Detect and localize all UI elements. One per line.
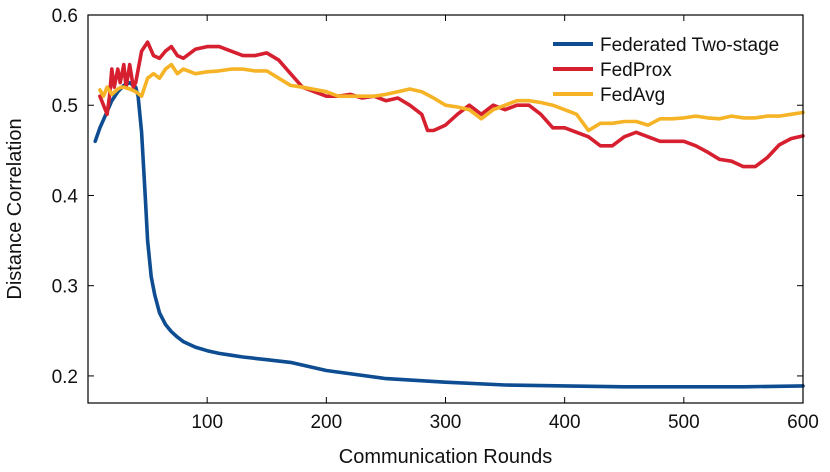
series-line-1 bbox=[98, 40, 805, 169]
series-line-2 bbox=[98, 62, 805, 133]
legend-label-2: FedAvg bbox=[600, 85, 665, 106]
y-tick-label: 0.6 bbox=[52, 6, 78, 27]
plot-background bbox=[88, 15, 803, 403]
legend: Federated Two-stage FedProx FedAvg bbox=[553, 35, 779, 106]
legend-label-1: FedProx bbox=[600, 60, 672, 81]
y-tick-label: 0.5 bbox=[52, 96, 78, 117]
series-layer bbox=[93, 40, 805, 389]
x-tick-label: 200 bbox=[310, 412, 342, 433]
y-tick-label: 0.2 bbox=[52, 367, 78, 388]
y-tick-label: 0.4 bbox=[52, 186, 79, 207]
legend-label-0: Federated Two-stage bbox=[600, 35, 779, 56]
y-axis-title: Distance Correlation bbox=[4, 118, 26, 299]
x-tick-label: 400 bbox=[549, 412, 581, 433]
y-tick-label: 0.3 bbox=[52, 277, 78, 298]
x-tick-label: 300 bbox=[430, 412, 462, 433]
x-tick-label: 100 bbox=[191, 412, 223, 433]
x-tick-label: 500 bbox=[668, 412, 700, 433]
tick-layer: 100 200 300 400 500 600 0.2 0.3 0.4 0.5 0.6 bbox=[52, 6, 819, 433]
x-tick-label: 600 bbox=[787, 412, 819, 433]
x-axis-title: Communication Rounds bbox=[339, 446, 552, 468]
